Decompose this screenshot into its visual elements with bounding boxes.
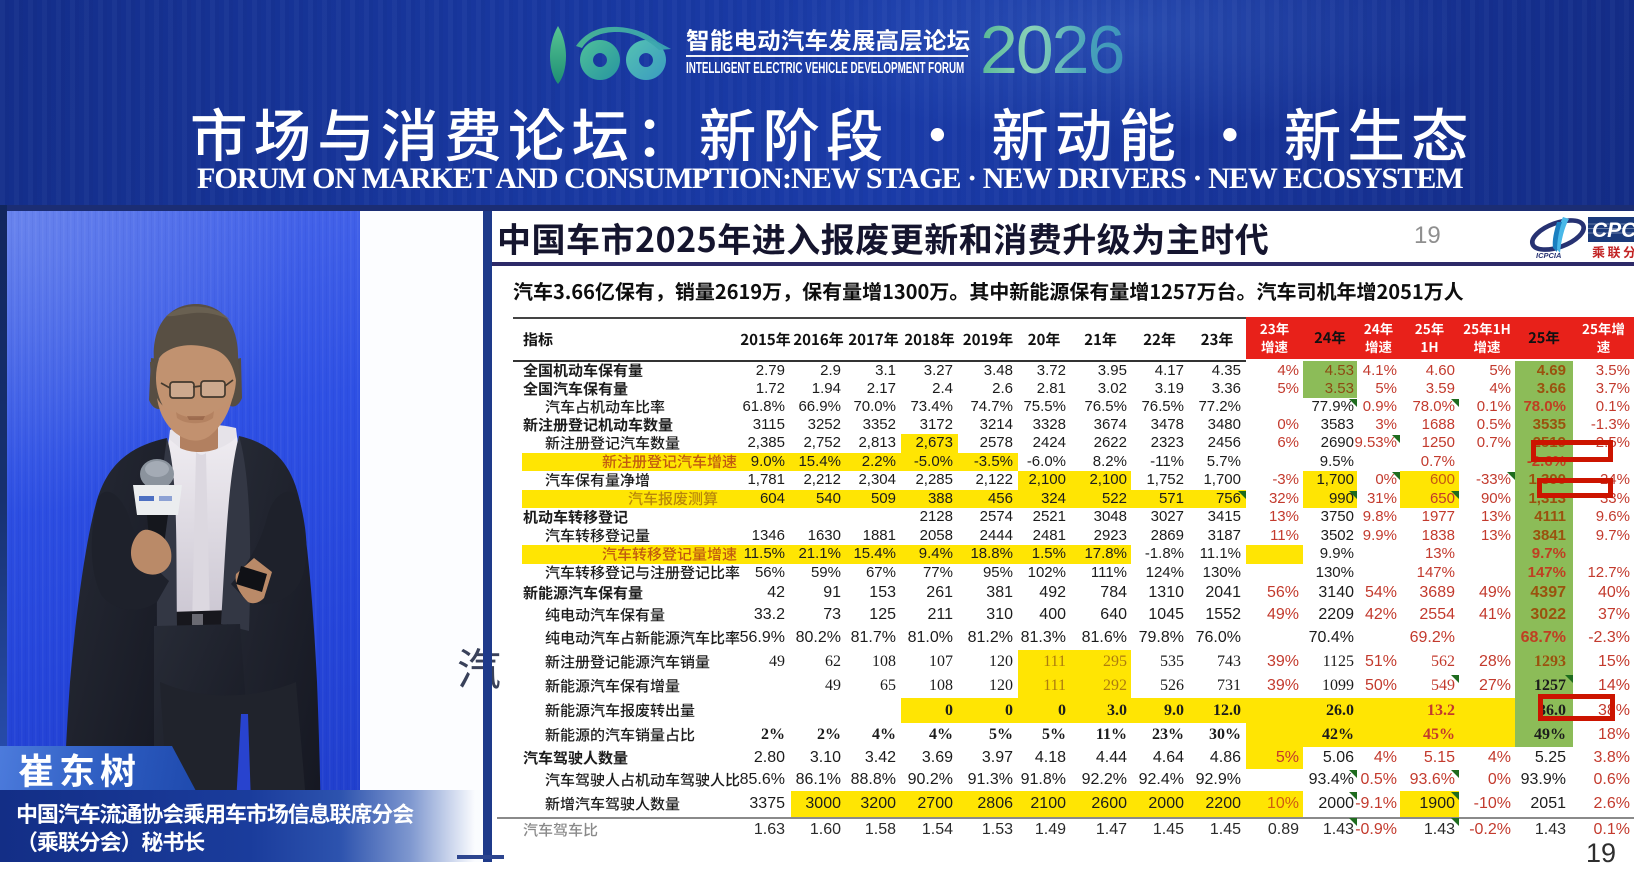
svg-text:CPC: CPC <box>1592 219 1634 242</box>
svg-text:ICPCIA: ICPCIA <box>1536 251 1561 260</box>
